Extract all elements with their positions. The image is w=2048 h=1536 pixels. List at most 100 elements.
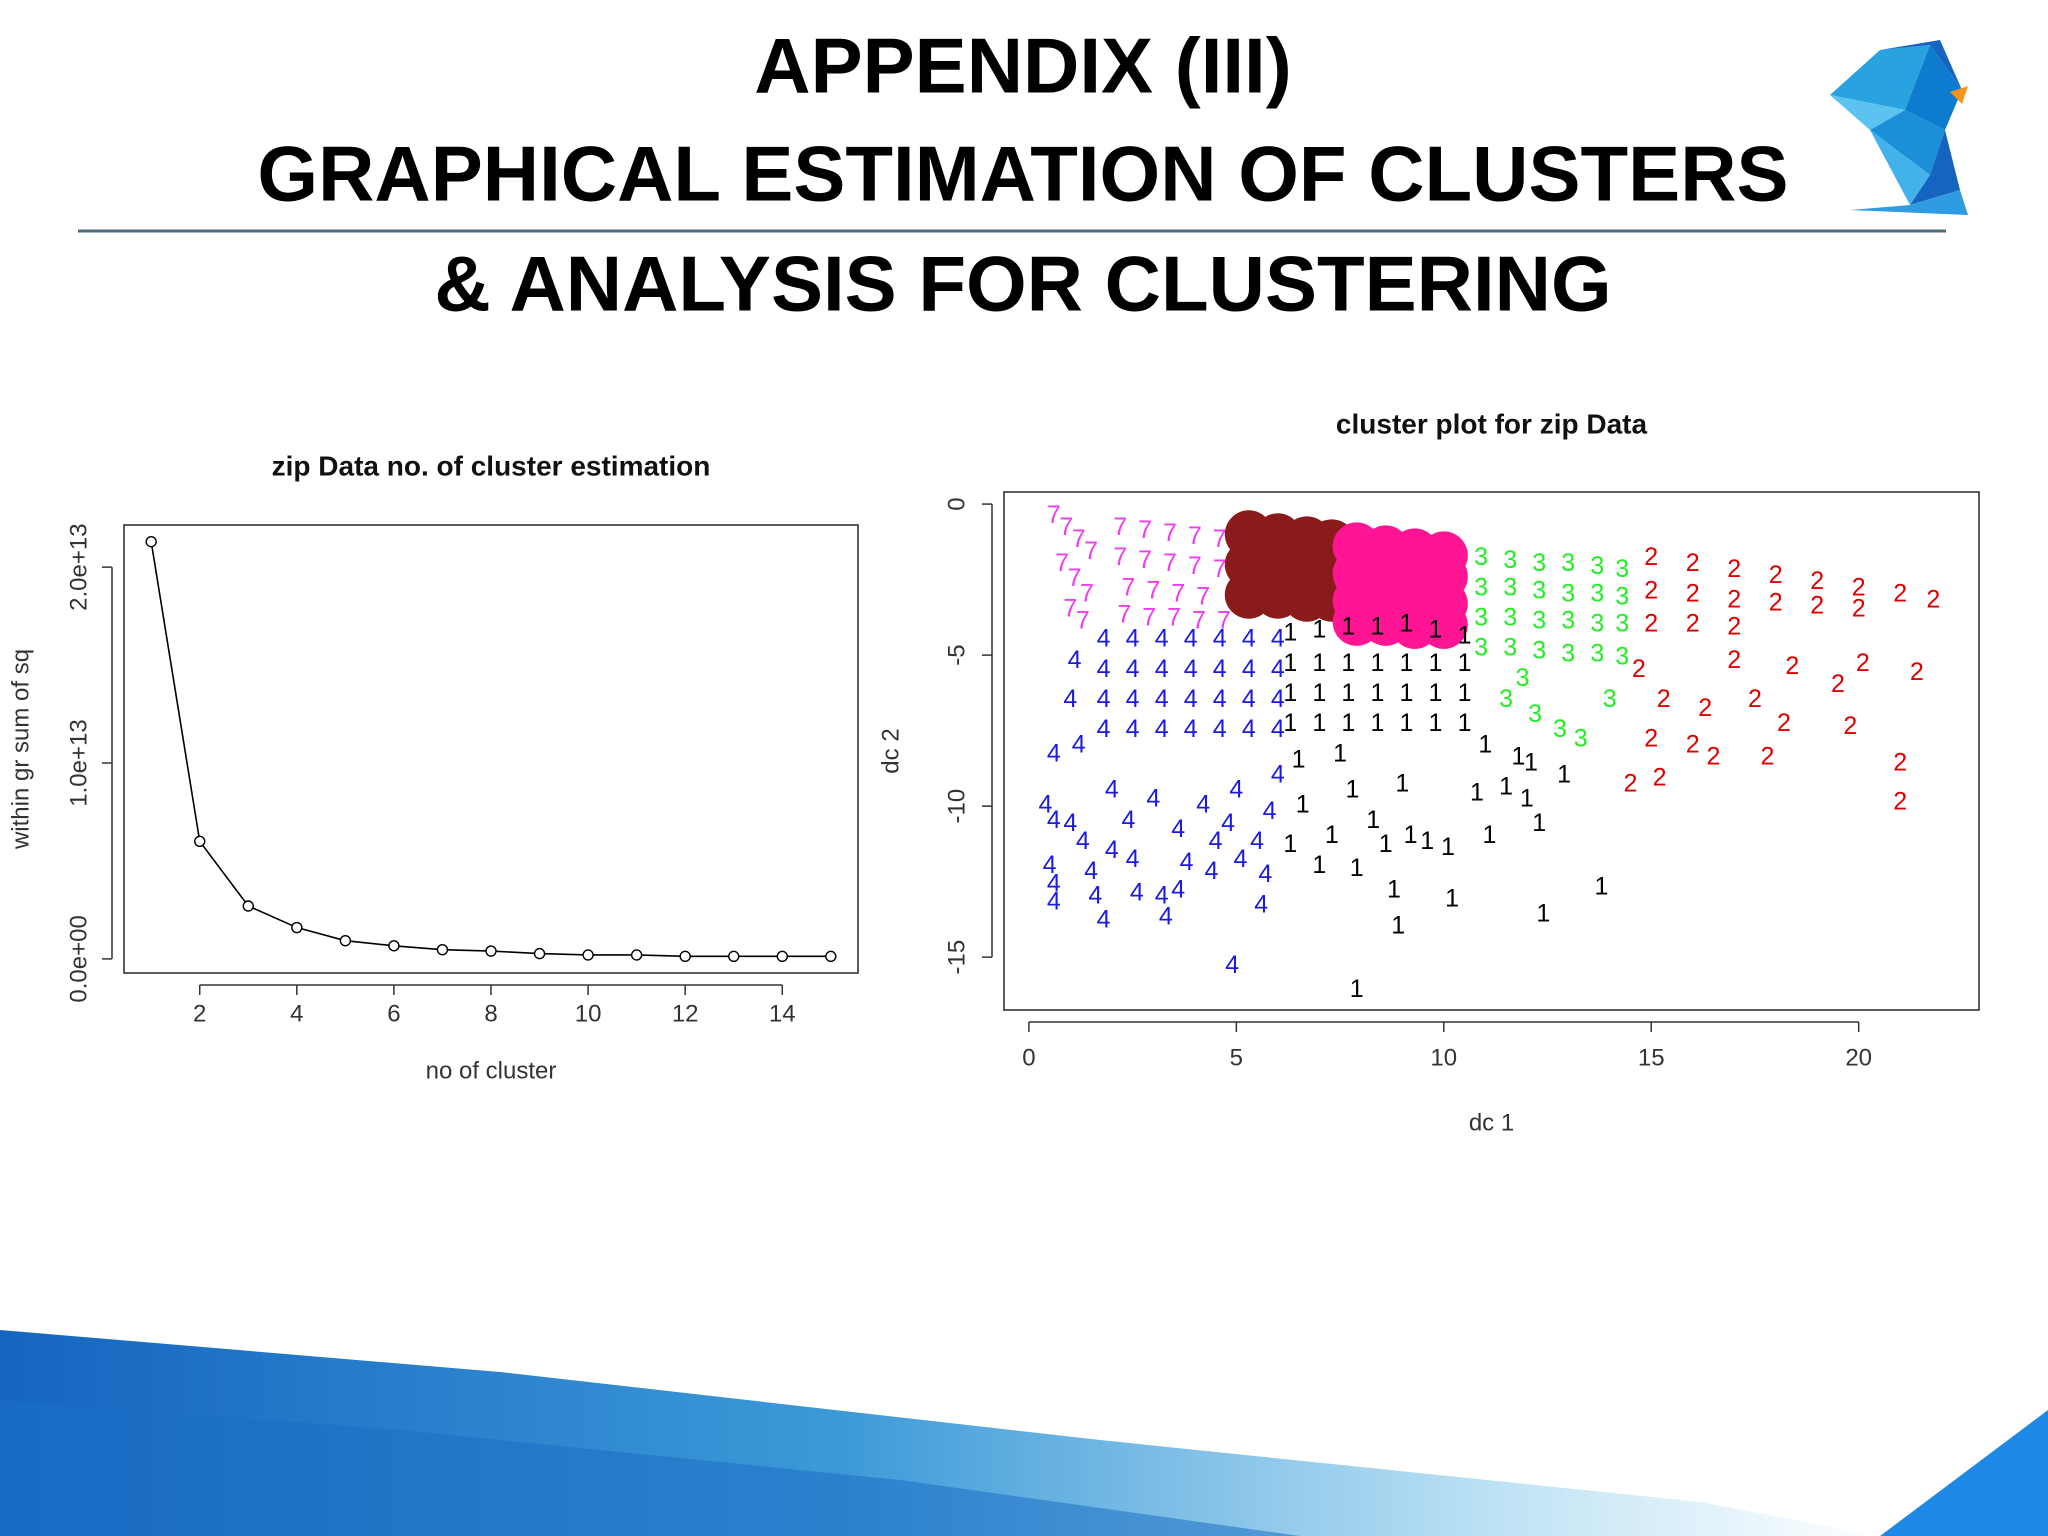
cluster-point: 4 [1271,761,1285,789]
cluster-point: 7 [1213,525,1227,553]
cluster-point: 4 [1088,881,1102,909]
cluster-point: 4 [1213,685,1227,713]
cluster-point: 4 [1130,878,1144,906]
cluster-point: 4 [1126,685,1140,713]
cluster-point: 3 [1474,573,1488,601]
cluster-point: 4 [1213,715,1227,743]
cluster-point: 1 [1379,830,1393,858]
data-point [388,940,400,952]
cluster-point: 2 [1727,646,1741,674]
cluster-point: 1 [1445,884,1459,912]
cluster-point: 4 [1242,655,1256,683]
cluster-point: 3 [1615,555,1629,583]
cluster-point: 4 [1076,827,1090,855]
cluster-point: 1 [1458,679,1472,707]
cluster-point: 4 [1063,809,1077,837]
cluster-point: 1 [1312,649,1326,677]
cluster-point: 4 [1234,845,1248,873]
cluster-point: 2 [1644,724,1658,752]
cluster-point: 1 [1399,610,1413,638]
cluster-point: 2 [1852,594,1866,622]
cluster-point: 1 [1333,739,1347,767]
cluster-point: 1 [1458,622,1472,650]
cluster-point: 2 [1760,742,1774,770]
cluster-point: 1 [1524,748,1538,776]
cluster-point: 2 [1686,610,1700,638]
cluster-point: 4 [1171,815,1185,843]
cluster-point: 3 [1553,715,1567,743]
cluster-point: 1 [1292,745,1306,773]
cluster-point: 2 [1644,610,1658,638]
cluster-point: 7 [1138,516,1152,544]
cluster-point: 1 [1296,791,1310,819]
cluster-point: 7 [1068,564,1082,592]
cluster-point: 1 [1429,679,1443,707]
cluster-point: 7 [1142,603,1156,631]
cluster-point: 7 [1163,519,1177,547]
cluster-series [1332,522,1468,649]
cluster-point: 3 [1574,724,1588,752]
data-line [150,541,831,958]
x-tick-label: 4 [290,1000,303,1027]
cluster-point: 1 [1399,709,1413,737]
x-axis-label: no of cluster [426,1057,557,1084]
cluster-point: 4 [1250,827,1264,855]
cluster-point: 4 [1043,851,1057,879]
data-point [485,945,497,957]
cluster-point: 4 [1126,715,1140,743]
x-tick-label: 12 [672,1000,699,1027]
data-point [339,934,352,947]
y-tick-label: -5 [943,644,970,665]
cluster-point: 1 [1283,830,1297,858]
x-tick-label: 8 [484,1000,497,1027]
cluster-point: 3 [1499,685,1513,713]
cluster-point: 1 [1404,821,1418,849]
slide-title: APPENDIX (III) [754,22,1291,110]
chart: zip Data no. of cluster estimation no of … [7,450,859,1084]
cluster-point: 2 [1769,588,1783,616]
cluster-point: 2 [1686,730,1700,758]
cluster-point: 1 [1370,649,1384,677]
cluster-point: 3 [1474,603,1488,631]
cluster-point: 3 [1561,549,1575,577]
x-axis-label: dc 1 [1469,1109,1514,1136]
cluster-point: 4 [1204,857,1218,885]
chart-title: cluster plot for zip Data [1336,408,1648,439]
cluster-point: 2 [1644,543,1658,571]
cluster-point: 4 [1072,730,1086,758]
cluster-point: 7 [1192,606,1206,634]
cluster-point: 1 [1499,773,1513,801]
cluster-point: 1 [1482,821,1496,849]
cluster-point: 3 [1590,579,1604,607]
x-tick-label: 14 [769,1000,796,1027]
y-tick-label: -10 [943,789,970,824]
data-point [242,900,254,912]
cluster-point: 1 [1312,709,1326,737]
cluster-point: 4 [1271,625,1285,653]
cluster-point: 4 [1097,906,1111,934]
cluster-point: 7 [1113,543,1127,571]
logo [1830,40,1968,215]
cluster-point: 4 [1271,685,1285,713]
cluster-point: 2 [1831,670,1845,698]
cluster-point: 2 [1727,613,1741,641]
cluster-point: 3 [1590,610,1604,638]
cluster-point: 1 [1399,649,1413,677]
cluster-point: 4 [1126,655,1140,683]
cluster-point: 1 [1420,827,1434,855]
x-tick-label: 10 [575,1000,602,1027]
footer-band [0,1330,2048,1536]
cluster-point: 7 [1188,522,1202,550]
cluster-point: 4 [1271,715,1285,743]
cluster-point: 4 [1213,655,1227,683]
cluster-point: 7 [1063,594,1077,622]
cluster-point: 4 [1242,715,1256,743]
cluster-point: 7 [1072,525,1086,553]
cluster-point: 1 [1283,619,1297,647]
cluster-point: 4 [1263,797,1277,825]
cluster-point: 1 [1429,649,1443,677]
cluster-point: 3 [1532,549,1546,577]
data-point [582,949,594,961]
